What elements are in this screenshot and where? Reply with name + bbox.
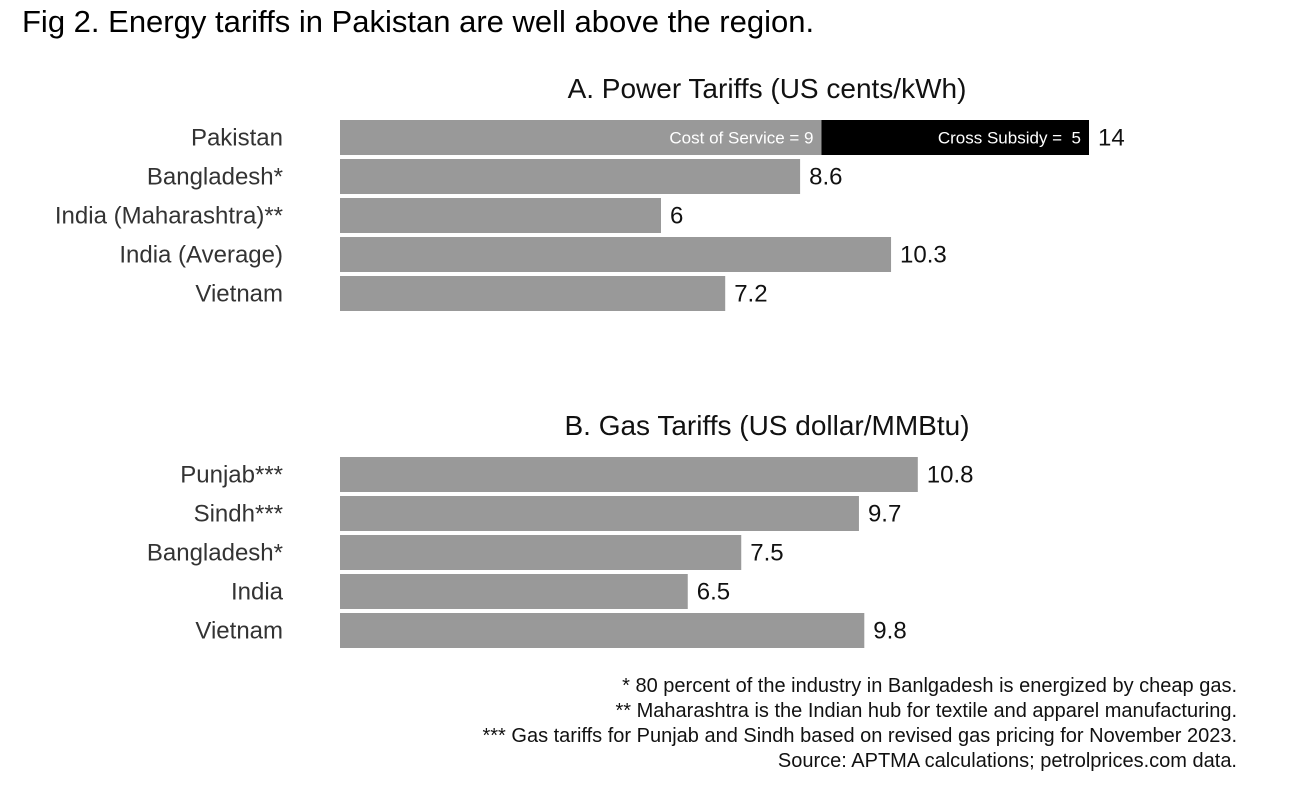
power-category-label: India (Maharashtra)**	[55, 203, 283, 230]
gas-bar	[340, 535, 742, 570]
gas-bar	[340, 496, 859, 531]
gas-value-label: 6.5	[697, 579, 730, 606]
power-category-label: India (Average)	[119, 242, 283, 269]
gas-value-label: 7.5	[750, 540, 783, 567]
footnote-3: *** Gas tariffs for Punjab and Sindh bas…	[482, 725, 1237, 747]
footnotes: * 80 percent of the industry in Banlgade…	[482, 674, 1237, 774]
gas-panel-title: B. Gas Tariffs (US dollar/MMBtu)	[564, 410, 969, 441]
gas-value-label: 10.8	[927, 462, 974, 489]
power-bar-segment	[821, 120, 1089, 155]
power-bar	[340, 159, 801, 194]
source-note: Source: APTMA calculations; petrolprices…	[777, 750, 1237, 772]
power-bar	[340, 276, 726, 311]
footnote-1: * 80 percent of the industry in Banlgade…	[622, 675, 1237, 697]
power-category-label: Pakistan	[191, 125, 283, 152]
power-panel-title: A. Power Tariffs (US cents/kWh)	[568, 73, 967, 104]
power-segment-label: Cross Subsidy = 5	[938, 129, 1081, 148]
power-bar-segment	[340, 120, 822, 155]
gas-category-label: Sindh***	[194, 501, 283, 528]
power-value-label: 7.2	[734, 281, 767, 308]
gas-value-label: 9.7	[868, 501, 901, 528]
gas-bar	[340, 613, 865, 648]
gas-category-label: Vietnam	[195, 618, 283, 645]
power-segment-label: Cost of Service = 9	[669, 129, 813, 148]
gas-bar	[340, 457, 918, 492]
gas-bar	[340, 574, 688, 609]
footnote-2: ** Maharashtra is the Indian hub for tex…	[615, 700, 1237, 722]
power-bar	[340, 237, 892, 272]
power-value-label: 14	[1098, 125, 1125, 152]
power-value-label: 10.3	[900, 242, 947, 269]
power-bar	[340, 198, 661, 233]
power-category-label: Bangladesh*	[147, 164, 283, 191]
power-category-label: Vietnam	[195, 281, 283, 308]
gas-category-label: India	[231, 579, 284, 606]
gas-category-label: Bangladesh*	[147, 540, 283, 567]
gas-category-label: Punjab***	[180, 462, 283, 489]
power-value-label: 8.6	[809, 164, 842, 191]
gas-value-label: 9.8	[873, 618, 906, 645]
power-value-label: 6	[670, 203, 683, 230]
figure-title: Fig 2. Energy tariffs in Pakistan are we…	[22, 4, 815, 39]
